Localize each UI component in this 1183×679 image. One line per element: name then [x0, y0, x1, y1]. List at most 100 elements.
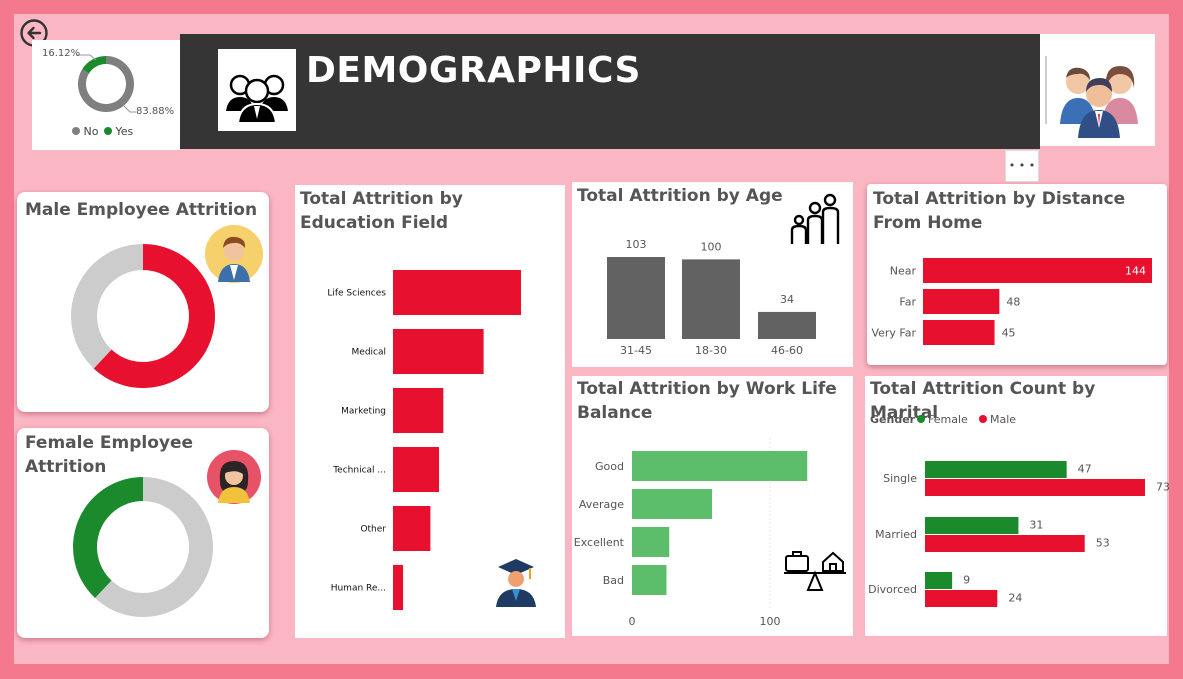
- education-category-label: Human Re...: [331, 584, 386, 594]
- distance-category-label: Far: [899, 296, 916, 309]
- marital-bar[interactable]: [925, 590, 998, 607]
- work-life-balance-icon: [784, 551, 846, 591]
- marital-bar[interactable]: [925, 461, 1067, 478]
- distance-bar[interactable]: [923, 289, 1000, 314]
- age-chart-title: Total Attrition by Age: [577, 186, 783, 206]
- marital-category-label: Married: [875, 528, 917, 541]
- male-attrition-donut[interactable]: [17, 192, 269, 412]
- work-life-balance-card: Total Attrition by Work Life Balance Goo…: [572, 376, 853, 636]
- attrition-overview-donut[interactable]: [32, 40, 180, 150]
- distance-card: Total Attrition by Distance From Home Ne…: [867, 184, 1167, 365]
- page-title: DEMOGRAPHICS: [306, 50, 641, 91]
- wlb-axis-tick: 100: [760, 615, 781, 628]
- marital-legend-title: Gender: [870, 413, 916, 426]
- age-value-label: 100: [701, 240, 722, 253]
- education-category-label: Technical ...: [332, 466, 386, 476]
- marital-chart[interactable]: Gender Female Male 47 73 Single 31 53 Married 9 24…: [865, 376, 1170, 636]
- distance-category-label: Near: [890, 265, 917, 278]
- age-bar[interactable]: [758, 311, 816, 339]
- age-value-label: 34: [780, 293, 794, 306]
- education-category-label: Life Sciences: [327, 289, 386, 299]
- marital-value-label: 24: [1008, 592, 1022, 605]
- age-category-label: 31-45: [620, 344, 652, 357]
- female-attrition-card: Female Employee Attrition: [17, 428, 269, 638]
- legend-yes-label: Yes: [115, 125, 134, 138]
- education-bar[interactable]: [393, 447, 440, 492]
- education-bar[interactable]: [393, 388, 444, 433]
- education-field-card: Total Attrition by Education Field Life …: [295, 185, 565, 638]
- education-field-chart[interactable]: Life Sciences Medical Marketing Technical .…: [295, 185, 565, 638]
- header-bar: DEMOGRAPHICS: [180, 34, 1040, 149]
- marital-legend-marker: [917, 415, 925, 423]
- donut-slice[interactable]: [82, 56, 106, 74]
- distance-chart[interactable]: Near 144 Far 48 Very Far 45: [867, 184, 1167, 365]
- wlb-bar[interactable]: [632, 451, 808, 481]
- age-bar[interactable]: [607, 257, 665, 339]
- distance-value-label: 48: [1006, 296, 1020, 309]
- team-image-card: [1040, 34, 1155, 146]
- donut-legend: No Yes: [72, 125, 133, 138]
- education-bar[interactable]: [393, 565, 404, 610]
- wlb-axis-tick: 0: [629, 615, 636, 628]
- marital-bar[interactable]: [925, 572, 953, 589]
- distance-value-label: 45: [1002, 327, 1016, 340]
- graduate-icon: [496, 559, 536, 607]
- wlb-category-label: Excellent: [574, 536, 625, 549]
- wlb-bar[interactable]: [632, 527, 670, 557]
- age-card: Total Attrition by Age 103 31-45 100 18-30 3…: [572, 182, 853, 367]
- leader-line: [123, 105, 136, 113]
- marital-value-label: 73: [1156, 481, 1170, 494]
- people-group-icon: [218, 49, 296, 131]
- female-avatar-icon: [207, 450, 261, 504]
- male-avatar-icon: [205, 225, 263, 283]
- attrition-overview-card: 16.12% 83.88% No Yes: [32, 40, 180, 150]
- marital-value-label: 53: [1096, 537, 1110, 550]
- marital-bar[interactable]: [925, 479, 1145, 496]
- education-bar[interactable]: [393, 506, 431, 551]
- age-category-label: 18-30: [695, 344, 727, 357]
- more-options-button[interactable]: • • •: [1005, 150, 1039, 182]
- age-chart[interactable]: 103 31-45 100 18-30 34 46-60: [572, 182, 853, 367]
- education-category-label: Other: [360, 525, 386, 535]
- marital-value-label: 31: [1029, 519, 1043, 532]
- education-bar[interactable]: [393, 270, 521, 315]
- marital-value-label: 9: [963, 574, 970, 587]
- marital-legend-label: Female: [928, 413, 968, 426]
- work-life-balance-chart[interactable]: Good Average Excellent Bad 0 100: [572, 376, 853, 636]
- marital-legend-marker: [979, 415, 987, 423]
- distance-category-label: Very Far: [871, 327, 916, 340]
- wlb-bar[interactable]: [632, 489, 713, 519]
- work-life-balance-title: Total Attrition by Work Life Balance: [577, 379, 837, 423]
- leader-line: [76, 54, 97, 61]
- marital-bar[interactable]: [925, 517, 1019, 534]
- wlb-category-label: Bad: [603, 574, 624, 587]
- distance-bar[interactable]: [923, 258, 1152, 283]
- marital-bar[interactable]: [925, 535, 1085, 552]
- education-category-label: Medical: [352, 348, 386, 358]
- wlb-category-label: Average: [579, 498, 624, 511]
- donut-slice[interactable]: [70, 244, 143, 369]
- distance-chart-title: Total Attrition by Distance From Home: [873, 189, 1126, 233]
- age-bar[interactable]: [682, 259, 740, 339]
- male-attrition-title: Male Employee Attrition: [25, 200, 258, 220]
- distance-value-label: 144: [1125, 265, 1146, 278]
- education-field-title: Total Attrition by Education Field: [300, 189, 463, 233]
- marital-legend-label: Male: [990, 413, 1016, 426]
- female-attrition-title: Female Employee Attrition: [25, 433, 194, 477]
- marital-value-label: 47: [1078, 463, 1092, 476]
- legend-no-label: No: [83, 125, 99, 138]
- age-value-label: 103: [626, 238, 647, 251]
- education-category-label: Marketing: [341, 407, 386, 417]
- donut-slice[interactable]: [95, 477, 214, 617]
- female-attrition-donut[interactable]: [17, 428, 269, 638]
- education-bar[interactable]: [393, 329, 484, 374]
- yes-percent-label: 16.12%: [42, 48, 81, 59]
- marital-card: Total Attrition Count by Marital Gender F…: [865, 376, 1170, 636]
- wlb-bar[interactable]: [632, 565, 667, 595]
- marital-category-label: Divorced: [868, 583, 917, 596]
- more-options-label: • • •: [1008, 159, 1036, 172]
- distance-bar[interactable]: [923, 320, 995, 345]
- no-percent-label: 83.88%: [136, 106, 175, 117]
- donut-slice[interactable]: [93, 244, 215, 388]
- donut-slice[interactable]: [73, 477, 143, 599]
